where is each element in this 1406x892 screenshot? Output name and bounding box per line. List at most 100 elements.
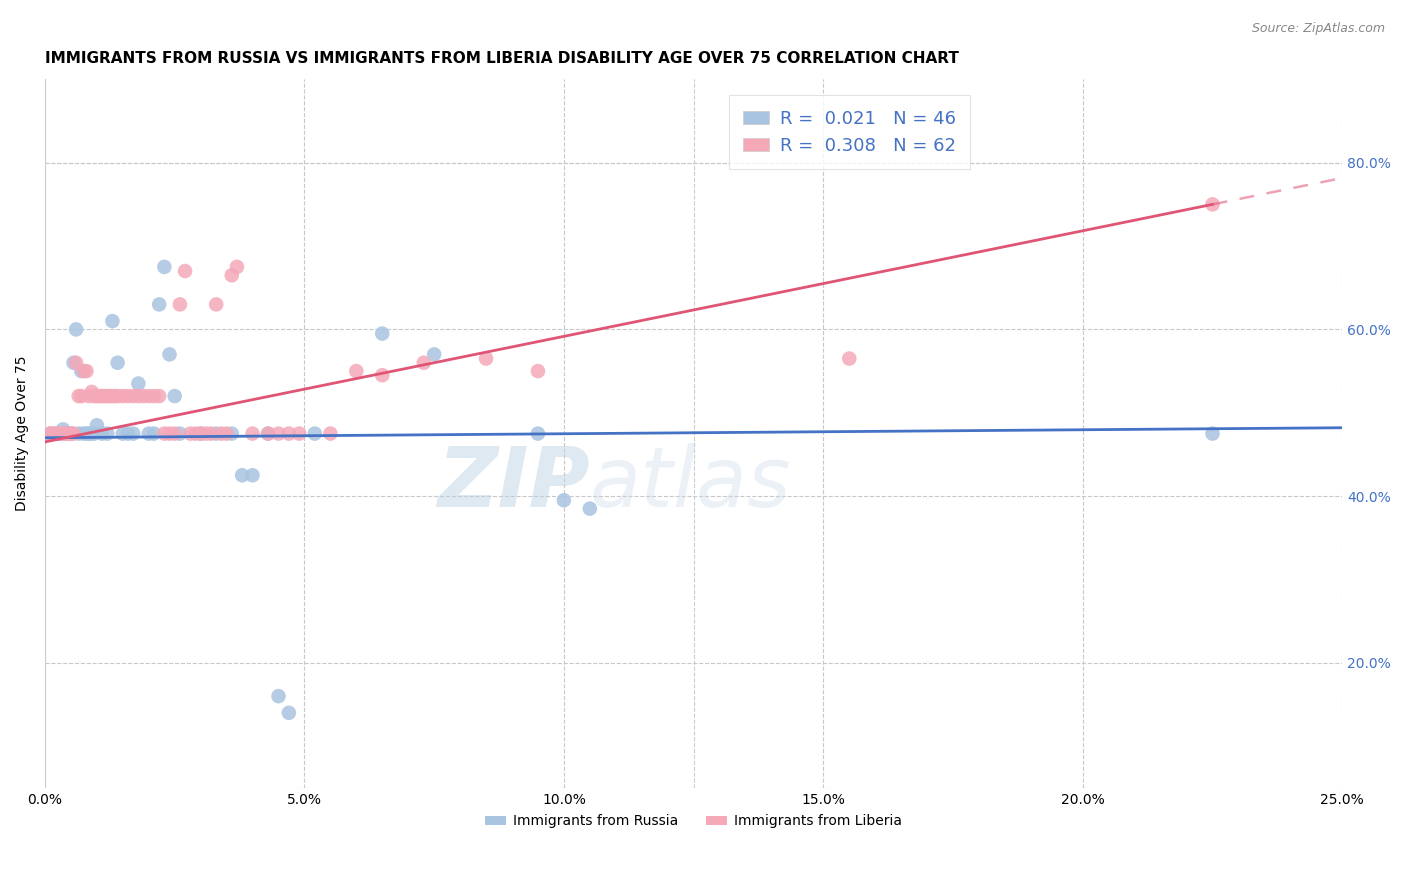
- Point: [1201, 426, 1223, 441]
- Text: atlas: atlas: [591, 442, 792, 524]
- Point: [169, 297, 191, 311]
- Point: [288, 426, 311, 441]
- Point: [163, 426, 186, 441]
- Text: Source: ZipAtlas.com: Source: ZipAtlas.com: [1251, 22, 1385, 36]
- Point: [67, 426, 90, 441]
- Point: [117, 389, 139, 403]
- Point: [55, 426, 77, 441]
- Point: [344, 364, 367, 378]
- Point: [93, 389, 115, 403]
- Point: [111, 426, 134, 441]
- Point: [83, 389, 105, 403]
- Point: [65, 356, 87, 370]
- Point: [153, 260, 176, 274]
- Point: [80, 384, 103, 399]
- Point: [62, 426, 84, 441]
- Point: [148, 389, 170, 403]
- Point: [122, 389, 145, 403]
- Point: [55, 426, 77, 441]
- Point: [257, 426, 280, 441]
- Point: [101, 314, 124, 328]
- Point: [58, 426, 80, 441]
- Point: [277, 426, 299, 441]
- Point: [527, 364, 550, 378]
- Point: [242, 426, 264, 441]
- Point: [221, 268, 243, 283]
- Point: [527, 426, 550, 441]
- Point: [111, 389, 134, 403]
- Point: [179, 426, 201, 441]
- Point: [80, 426, 103, 441]
- Legend: Immigrants from Russia, Immigrants from Liberia: Immigrants from Russia, Immigrants from …: [479, 809, 907, 834]
- Point: [184, 426, 207, 441]
- Point: [579, 501, 602, 516]
- Point: [62, 356, 84, 370]
- Point: [73, 426, 96, 441]
- Point: [142, 426, 165, 441]
- Point: [148, 297, 170, 311]
- Point: [117, 426, 139, 441]
- Point: [267, 689, 290, 703]
- Y-axis label: Disability Age Over 75: Disability Age Over 75: [15, 356, 30, 511]
- Point: [226, 260, 249, 274]
- Point: [200, 426, 222, 441]
- Point: [52, 422, 75, 436]
- Point: [231, 468, 253, 483]
- Point: [169, 426, 191, 441]
- Point: [96, 389, 118, 403]
- Point: [39, 426, 62, 441]
- Point: [59, 426, 82, 441]
- Point: [70, 389, 93, 403]
- Point: [46, 426, 69, 441]
- Point: [159, 347, 181, 361]
- Point: [89, 389, 111, 403]
- Point: [257, 426, 280, 441]
- Point: [267, 426, 290, 441]
- Point: [91, 389, 114, 403]
- Point: [319, 426, 342, 441]
- Point: [412, 356, 434, 370]
- Point: [86, 389, 108, 403]
- Point: [215, 426, 238, 441]
- Point: [107, 389, 129, 403]
- Point: [49, 426, 72, 441]
- Point: [194, 426, 217, 441]
- Point: [304, 426, 326, 441]
- Point: [142, 389, 165, 403]
- Point: [138, 389, 160, 403]
- Point: [174, 264, 197, 278]
- Point: [96, 426, 118, 441]
- Point: [42, 426, 65, 441]
- Point: [76, 426, 98, 441]
- Point: [65, 322, 87, 336]
- Point: [122, 426, 145, 441]
- Point: [70, 364, 93, 378]
- Point: [73, 364, 96, 378]
- Point: [67, 389, 90, 403]
- Point: [58, 426, 80, 441]
- Point: [553, 493, 575, 508]
- Point: [190, 426, 212, 441]
- Point: [127, 389, 149, 403]
- Point: [838, 351, 860, 366]
- Point: [83, 426, 105, 441]
- Point: [371, 326, 394, 341]
- Point: [423, 347, 446, 361]
- Point: [205, 297, 228, 311]
- Point: [127, 376, 149, 391]
- Point: [104, 389, 127, 403]
- Point: [209, 426, 232, 441]
- Point: [205, 426, 228, 441]
- Point: [101, 389, 124, 403]
- Point: [371, 368, 394, 383]
- Point: [1201, 197, 1223, 211]
- Point: [242, 468, 264, 483]
- Point: [49, 426, 72, 441]
- Point: [77, 426, 100, 441]
- Text: IMMIGRANTS FROM RUSSIA VS IMMIGRANTS FROM LIBERIA DISABILITY AGE OVER 75 CORRELA: IMMIGRANTS FROM RUSSIA VS IMMIGRANTS FRO…: [45, 51, 959, 66]
- Point: [44, 426, 66, 441]
- Point: [153, 426, 176, 441]
- Point: [76, 364, 98, 378]
- Point: [138, 426, 160, 441]
- Point: [475, 351, 498, 366]
